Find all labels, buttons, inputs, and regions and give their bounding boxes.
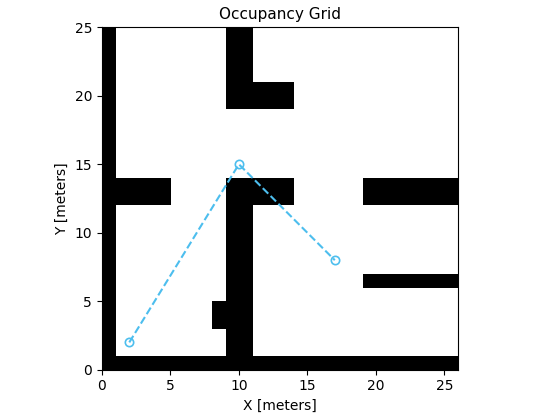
X-axis label: X [meters]: X [meters] (243, 399, 317, 413)
Y-axis label: Y [meters]: Y [meters] (55, 162, 69, 235)
Title: Occupancy Grid: Occupancy Grid (219, 7, 341, 22)
